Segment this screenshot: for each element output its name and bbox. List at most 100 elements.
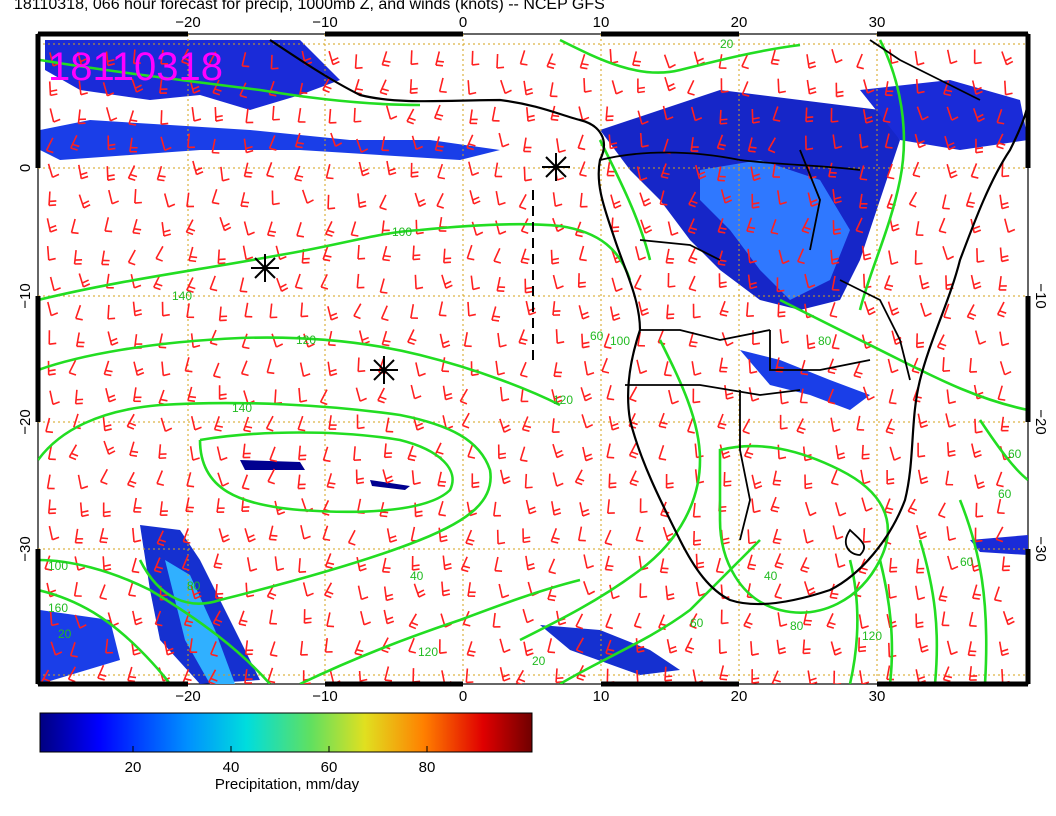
wind-barb [471,221,484,236]
wind-barb [827,388,836,405]
wind-barb [751,193,760,209]
wind-barb [241,474,250,491]
wind-barb [469,109,478,125]
wind-barb [552,472,564,487]
wind-barb [830,417,841,433]
wind-barb [632,51,641,67]
wind-barb [50,641,63,656]
colorbar-tick-labels: 20 40 60 80 [125,759,436,776]
wind-barb [800,557,810,573]
wind-barb [639,132,649,148]
wind-barb [411,135,424,151]
wind-barb [687,418,695,434]
wind-barb [658,445,667,461]
wind-barb [688,191,698,208]
contour-east [779,298,1028,412]
wind-barb [1002,611,1015,626]
border-3 [640,329,771,341]
wind-barb [687,218,698,235]
wind-barb [268,525,278,541]
wind-barb [322,446,331,463]
wind-barb [690,137,699,152]
wind-barb [324,553,335,569]
wind-barb [322,77,332,94]
wind-barb [695,553,705,569]
wind-barb [466,244,475,261]
wind-barb [243,221,255,236]
wind-barb [830,469,839,486]
wind-barb [971,80,983,95]
wind-barb [185,219,196,236]
wind-barb [302,582,314,597]
wind-barb [829,302,838,318]
wind-barb [524,473,533,489]
wind-barb [500,79,512,95]
wind-barb [609,584,620,600]
wind-barb [859,670,870,684]
wind-barb [441,274,453,289]
wind-barb [443,248,452,264]
wind-barb [579,192,588,208]
wind-barb [976,248,985,263]
lat-tick-label: −30 [17,536,34,561]
wind-barb [831,48,843,64]
wind-barb [328,415,337,430]
wind-barb [687,248,698,264]
lon-tick-label: −20 [175,14,200,31]
wind-barb [663,361,672,377]
wind-barb [551,501,562,516]
wind-barb [438,301,447,317]
border-2 [639,239,721,261]
wind-barb [889,446,901,461]
contour-label: 40 [410,569,424,583]
wind-barb [779,329,789,344]
wind-barb [767,137,776,154]
contour-120 [38,336,561,407]
wind-barb [974,418,983,434]
wind-barb [414,192,427,208]
wind-barb [381,557,391,574]
wind-barb [580,387,593,402]
wind-barb [266,358,275,375]
africa-coast [269,39,1028,606]
wind-barb [915,613,924,629]
wind-barb [1004,218,1016,233]
wind-barb [518,329,528,345]
wind-barb [772,106,781,122]
contour-sw2 [38,588,172,684]
wind-barb [301,189,314,204]
wind-barb [741,53,749,70]
wind-barb [495,190,506,206]
lat-tick-label: −30 [1032,536,1049,561]
wind-barb [381,51,391,67]
wind-barb [717,218,727,234]
wind-barb [132,527,142,543]
wind-barb [947,555,959,571]
wind-barb [132,49,141,65]
wind-barb [692,303,701,319]
wind-barb [882,107,891,124]
wind-barb [639,192,652,207]
wind-barb [294,273,303,290]
wind-barb [126,413,137,430]
precip-southern-africa [740,350,870,410]
colorbar-tick-label: 60 [321,759,338,776]
wind-barb [751,669,760,684]
wind-barb [746,217,756,234]
wind-barb [551,418,560,434]
wind-barb [467,582,476,598]
wind-barb [128,110,138,126]
wind-barb [46,246,56,261]
wind-barb [411,470,421,486]
wind-barb [830,249,840,265]
wind-barb [519,446,528,462]
wind-barb [687,79,695,96]
wind-barb [525,499,537,515]
wind-barb [48,525,60,541]
wind-barb [941,611,950,627]
wind-barb [107,331,119,346]
precip-congo-core [700,160,850,300]
wind-barb [666,639,678,654]
wind-barb [552,192,563,207]
wind-barb [461,412,470,429]
